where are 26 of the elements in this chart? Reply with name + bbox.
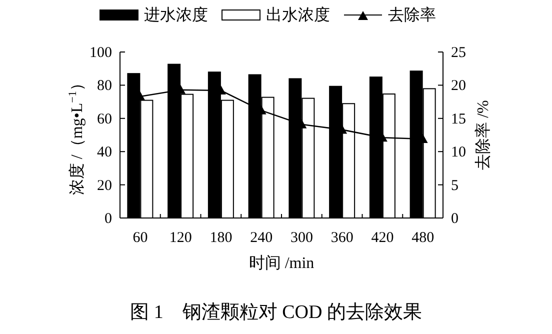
y-tick-label: 100 [90, 45, 112, 61]
x-tick-label: 240 [250, 230, 273, 246]
legend-label: 进水浓度 [144, 6, 208, 24]
x-tick-label: 60 [132, 230, 148, 246]
x-tick-label: 480 [412, 230, 434, 246]
y2-tick-label: 5 [451, 178, 458, 194]
y2-axis-title: 去除率 /% [474, 100, 492, 170]
legend-label: 出水浓度 [266, 6, 330, 24]
x-tick-label: 300 [290, 230, 313, 246]
x-tick-label: 420 [371, 230, 394, 246]
y2-tick-label: 10 [451, 144, 466, 161]
y-tick-label: 20 [97, 178, 112, 194]
text: 图 1 钢渣颗粒对 COD 的去除效果 [130, 302, 422, 323]
x-tick-label: 120 [169, 230, 192, 246]
y-tick-label: 0 [104, 211, 112, 227]
y2-tick-label: 15 [451, 111, 466, 128]
legend-label: 去除率 [388, 6, 436, 24]
y-tick-label: 80 [97, 78, 112, 94]
x-axis-title: 时间 /min [248, 254, 314, 272]
y2-tick-label: 0 [451, 211, 458, 227]
y-tick-label: 40 [97, 144, 112, 161]
x-tick-label: 360 [330, 230, 354, 246]
y2-tick-label: 20 [451, 78, 466, 94]
y-tick-label: 60 [97, 111, 112, 128]
y2-tick-label: 25 [451, 45, 466, 61]
x-tick-label: 180 [210, 230, 232, 246]
